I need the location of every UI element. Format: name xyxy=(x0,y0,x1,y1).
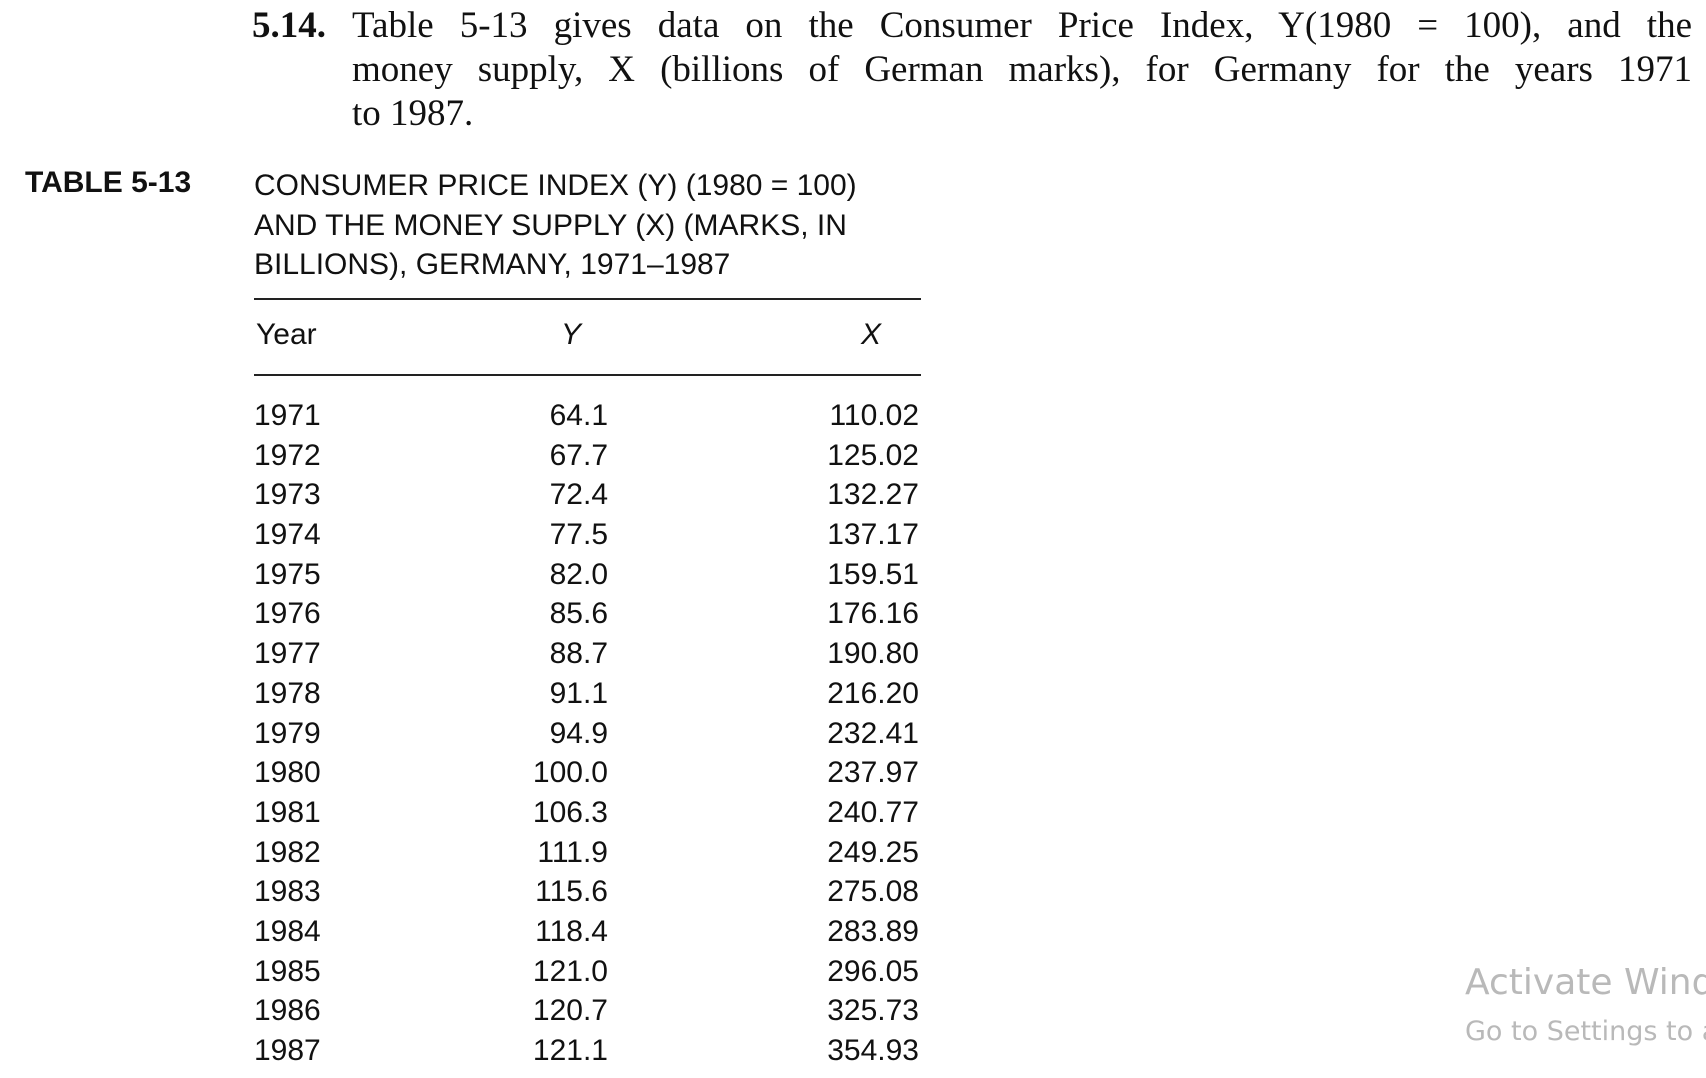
cell-y: 94.9 xyxy=(549,716,608,750)
cell-year: 1971 xyxy=(254,399,321,432)
table-top-rule xyxy=(254,298,921,300)
table-row: 1986 120.7 325.73 xyxy=(254,991,921,1031)
cell-year: 1984 xyxy=(254,914,321,948)
cell-year: 1979 xyxy=(254,716,321,750)
cell-x: 176.16 xyxy=(827,597,919,631)
cell-year: 1987 xyxy=(254,1034,321,1067)
cell-x: 159.51 xyxy=(827,557,919,591)
problem-number: 5.14. xyxy=(252,5,326,46)
table-header-rule xyxy=(254,374,921,376)
table-row: 1981 106.3 240.77 xyxy=(254,793,921,833)
table-caption: CONSUMER PRICE INDEX (Y) (1980 = 100) AN… xyxy=(254,166,924,285)
activate-windows-title: Activate Wind xyxy=(1465,962,1706,1003)
cell-x: 132.27 xyxy=(827,478,919,512)
table-row: 1979 94.9 232.41 xyxy=(254,714,921,754)
cell-x: 190.80 xyxy=(827,637,919,671)
table-row: 1972 67.7 125.02 xyxy=(254,436,921,476)
table-row: 1973 72.4 132.27 xyxy=(254,475,921,515)
activate-windows-subtitle: Go to Settings to a xyxy=(1465,1016,1706,1047)
cell-y: 88.7 xyxy=(549,637,608,671)
table-row: 1983 115.6 275.08 xyxy=(254,872,921,912)
data-table: Year Y X 1971 64.1 110.02 1972 67.7 125.02 197… xyxy=(254,318,921,1067)
table-row: 1975 82.0 159.51 xyxy=(254,555,921,595)
table-body: 1971 64.1 110.02 1972 67.7 125.02 1973 72.4 132.… xyxy=(254,396,921,1071)
cell-x: 325.73 xyxy=(827,994,919,1028)
cell-x: 237.97 xyxy=(827,756,919,790)
table-row: 1985 121.0 296.05 xyxy=(254,952,921,992)
cell-y: 118.4 xyxy=(535,914,608,948)
cell-x: 137.17 xyxy=(827,518,919,552)
caption-line-2: AND THE MONEY SUPPLY (X) (MARKS, IN xyxy=(254,208,847,242)
table-header: Year Y X xyxy=(254,318,921,362)
problem-line-1: Table 5-13 gives data on the Consumer Pr… xyxy=(352,5,1692,46)
cell-y: 121.1 xyxy=(532,1034,608,1067)
cell-y: 82.0 xyxy=(549,557,608,591)
cell-x: 240.77 xyxy=(827,795,919,829)
cell-y: 100.0 xyxy=(532,756,608,790)
table-row: 1976 85.6 176.16 xyxy=(254,594,921,634)
cell-year: 1976 xyxy=(254,597,321,631)
cell-y: 64.1 xyxy=(549,399,608,432)
cell-year: 1977 xyxy=(254,637,321,671)
cell-x: 296.05 xyxy=(827,954,919,988)
cell-y: 67.7 xyxy=(549,438,608,472)
cell-y: 77.5 xyxy=(549,518,608,552)
header-year: Year xyxy=(256,318,317,351)
cell-x: 354.93 xyxy=(827,1034,919,1067)
table-row: 1982 111.9 249.25 xyxy=(254,833,921,873)
cell-year: 1983 xyxy=(254,875,321,909)
header-y: Y xyxy=(561,318,582,351)
caption-line-1: CONSUMER PRICE INDEX (Y) (1980 = 100) xyxy=(254,169,857,202)
table-row: 1977 88.7 190.80 xyxy=(254,634,921,674)
cell-year: 1986 xyxy=(254,994,321,1028)
cell-x: 232.41 xyxy=(827,716,919,750)
cell-y: 115.6 xyxy=(535,875,608,909)
cell-x: 283.89 xyxy=(827,914,919,948)
table-row: 1971 64.1 110.02 xyxy=(254,396,921,436)
cell-year: 1973 xyxy=(254,478,321,512)
cell-x: 275.08 xyxy=(827,875,919,909)
cell-x: 125.02 xyxy=(827,438,919,472)
caption-line-3: BILLIONS), GERMANY, 1971–1987 xyxy=(254,248,731,281)
cell-y: 85.6 xyxy=(549,597,608,631)
table-label: TABLE 5-13 xyxy=(25,166,192,199)
cell-year: 1980 xyxy=(254,756,321,790)
cell-y: 111.9 xyxy=(537,835,608,869)
cell-y: 106.3 xyxy=(532,795,608,829)
table-row: 1987 121.1 354.93 xyxy=(254,1031,921,1071)
table-row: 1974 77.5 137.17 xyxy=(254,515,921,555)
cell-year: 1975 xyxy=(254,557,321,591)
problem-statement: 5.14. Table 5-13 gives data on the Consu… xyxy=(252,4,1692,136)
cell-y: 91.1 xyxy=(549,676,608,710)
cell-x: 216.20 xyxy=(827,676,919,710)
cell-year: 1981 xyxy=(254,795,321,829)
cell-year: 1972 xyxy=(254,438,321,472)
table-row: 1978 91.1 216.20 xyxy=(254,674,921,714)
cell-year: 1978 xyxy=(254,676,321,710)
problem-line-2: money supply, X (billions of German mark… xyxy=(352,49,1692,90)
problem-body: Table 5-13 gives data on the Consumer Pr… xyxy=(352,4,1692,136)
header-x: X xyxy=(860,318,881,351)
cell-y: 121.0 xyxy=(532,954,608,988)
table-row: 1980 100.0 237.97 xyxy=(254,753,921,793)
cell-y: 120.7 xyxy=(532,994,608,1028)
cell-x: 249.25 xyxy=(827,835,919,869)
problem-line-3: to 1987. xyxy=(352,93,474,134)
table-row: 1984 118.4 283.89 xyxy=(254,912,921,952)
cell-x: 110.02 xyxy=(829,399,919,432)
cell-year: 1985 xyxy=(254,954,321,988)
cell-y: 72.4 xyxy=(549,478,608,512)
cell-year: 1982 xyxy=(254,835,321,869)
cell-year: 1974 xyxy=(254,518,321,552)
